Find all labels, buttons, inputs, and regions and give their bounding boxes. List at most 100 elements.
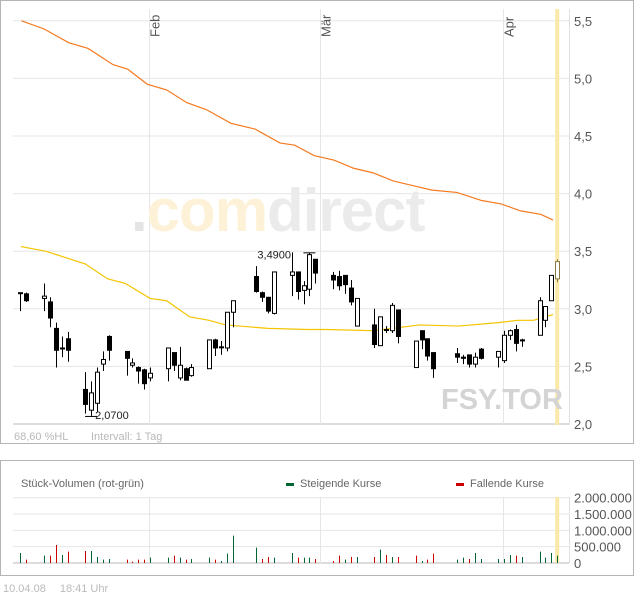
candle [207, 339, 212, 370]
candle-body-falling [343, 274, 348, 286]
candle-body-rising [231, 300, 236, 313]
legend-falling-label: Fallende Kurse [470, 478, 544, 490]
volume-tick-label: 1.000.000 [574, 523, 632, 538]
candle-body-rising [178, 364, 183, 379]
candle [48, 297, 53, 328]
candle [54, 322, 59, 368]
candle-body-falling [136, 367, 141, 372]
candle-body-falling [313, 258, 318, 274]
candle-body-falling [425, 338, 430, 357]
candle-body-falling [184, 368, 189, 381]
candle-body-falling [125, 350, 130, 359]
candle [42, 283, 47, 312]
candle [101, 351, 106, 372]
candle [307, 252, 312, 297]
candle [555, 259, 560, 283]
candle-body-falling [142, 369, 147, 385]
moving-averages [20, 20, 554, 332]
candle-body-rising [502, 334, 507, 362]
candle [125, 350, 130, 376]
candle [343, 274, 348, 294]
candle [349, 280, 354, 306]
volume-tick-label: 0 [574, 556, 581, 571]
candle-body-falling [172, 352, 177, 366]
volume-tick-label: 2.000.000 [574, 491, 632, 506]
candle [66, 331, 71, 362]
candle-body-falling [467, 354, 472, 365]
current-day-highlight [555, 9, 560, 425]
candle [390, 303, 395, 333]
candle-body-rising [290, 271, 295, 276]
candle-body-falling [296, 271, 301, 293]
candle [225, 311, 230, 352]
candle-body-rising [538, 300, 543, 336]
candle-body-rising [473, 356, 478, 365]
annotation-high: 3,4900 [257, 249, 291, 261]
candle-body-rising [207, 339, 212, 370]
candle [384, 326, 389, 333]
candle-body-falling [260, 292, 265, 298]
candle-body-rising [520, 339, 525, 342]
candle [455, 347, 460, 363]
candle [414, 340, 419, 369]
candle-body-rising [307, 254, 312, 290]
candle [378, 316, 383, 347]
candle [130, 358, 135, 368]
candle-body-falling [420, 330, 425, 341]
candle [290, 252, 295, 297]
candle-body-rising [390, 304, 395, 332]
comdirect-watermark: .comdirect [131, 177, 425, 244]
volume-chart-panel: Stück-Volumen (rot-grün) Steigende Kurse… [0, 460, 634, 576]
candle [178, 346, 183, 381]
candle-body-rising [508, 330, 513, 336]
volume-tick-label: 1.500.000 [574, 507, 632, 522]
candle [107, 335, 112, 361]
candle [95, 367, 100, 413]
y-tick-label: 2,0 [574, 417, 592, 432]
candle [496, 350, 501, 368]
price-chart: Feb Mär Apr .comdirect FSY.TOR 3,4900 2,070… [13, 9, 592, 443]
candle-body-falling [83, 388, 88, 405]
candle [461, 354, 466, 365]
candle-body-falling [372, 324, 377, 346]
candle-body-rising [189, 367, 194, 377]
candle-body-rising [549, 274, 554, 302]
legend-falling-marker [456, 483, 464, 486]
candles [18, 252, 560, 416]
candle [302, 281, 307, 305]
candle-body-rising [496, 350, 501, 358]
candle-body-falling [331, 274, 336, 281]
candle-body-falling [461, 356, 466, 359]
candle [420, 330, 425, 350]
price-grid: Feb Mär Apr [13, 9, 569, 425]
price-axis: 2,0 2,5 3,0 3,5 4,0 4,5 5,0 5,5 [569, 9, 592, 432]
annotation-low: 2,0700 [95, 410, 129, 422]
candle-body-falling [266, 296, 271, 312]
volume-highlight [555, 497, 560, 563]
candle [296, 271, 301, 300]
candle-body-rising [166, 347, 171, 370]
y-tick-label: 2,5 [574, 359, 592, 374]
y-tick-label: 3,0 [574, 302, 592, 317]
candle [431, 352, 436, 378]
candle [189, 364, 194, 377]
candle [142, 368, 147, 390]
candle [502, 330, 507, 363]
candle [136, 366, 141, 384]
ma-short-line [20, 246, 554, 332]
legend-rising-marker [286, 483, 294, 486]
candle-body-rising [414, 340, 419, 369]
candle-body-rising [18, 292, 23, 295]
candle-body-rising [555, 261, 560, 280]
candle [543, 305, 548, 328]
candle [148, 367, 153, 382]
candle-body-rising [148, 372, 153, 379]
candle [184, 367, 189, 381]
volume-title: Stück-Volumen (rot-grün) [21, 478, 144, 490]
candle [520, 338, 525, 347]
candle-body-falling [107, 335, 112, 351]
candle-body-rising [543, 305, 548, 321]
candle [355, 297, 360, 327]
candle-body-rising [355, 297, 360, 327]
